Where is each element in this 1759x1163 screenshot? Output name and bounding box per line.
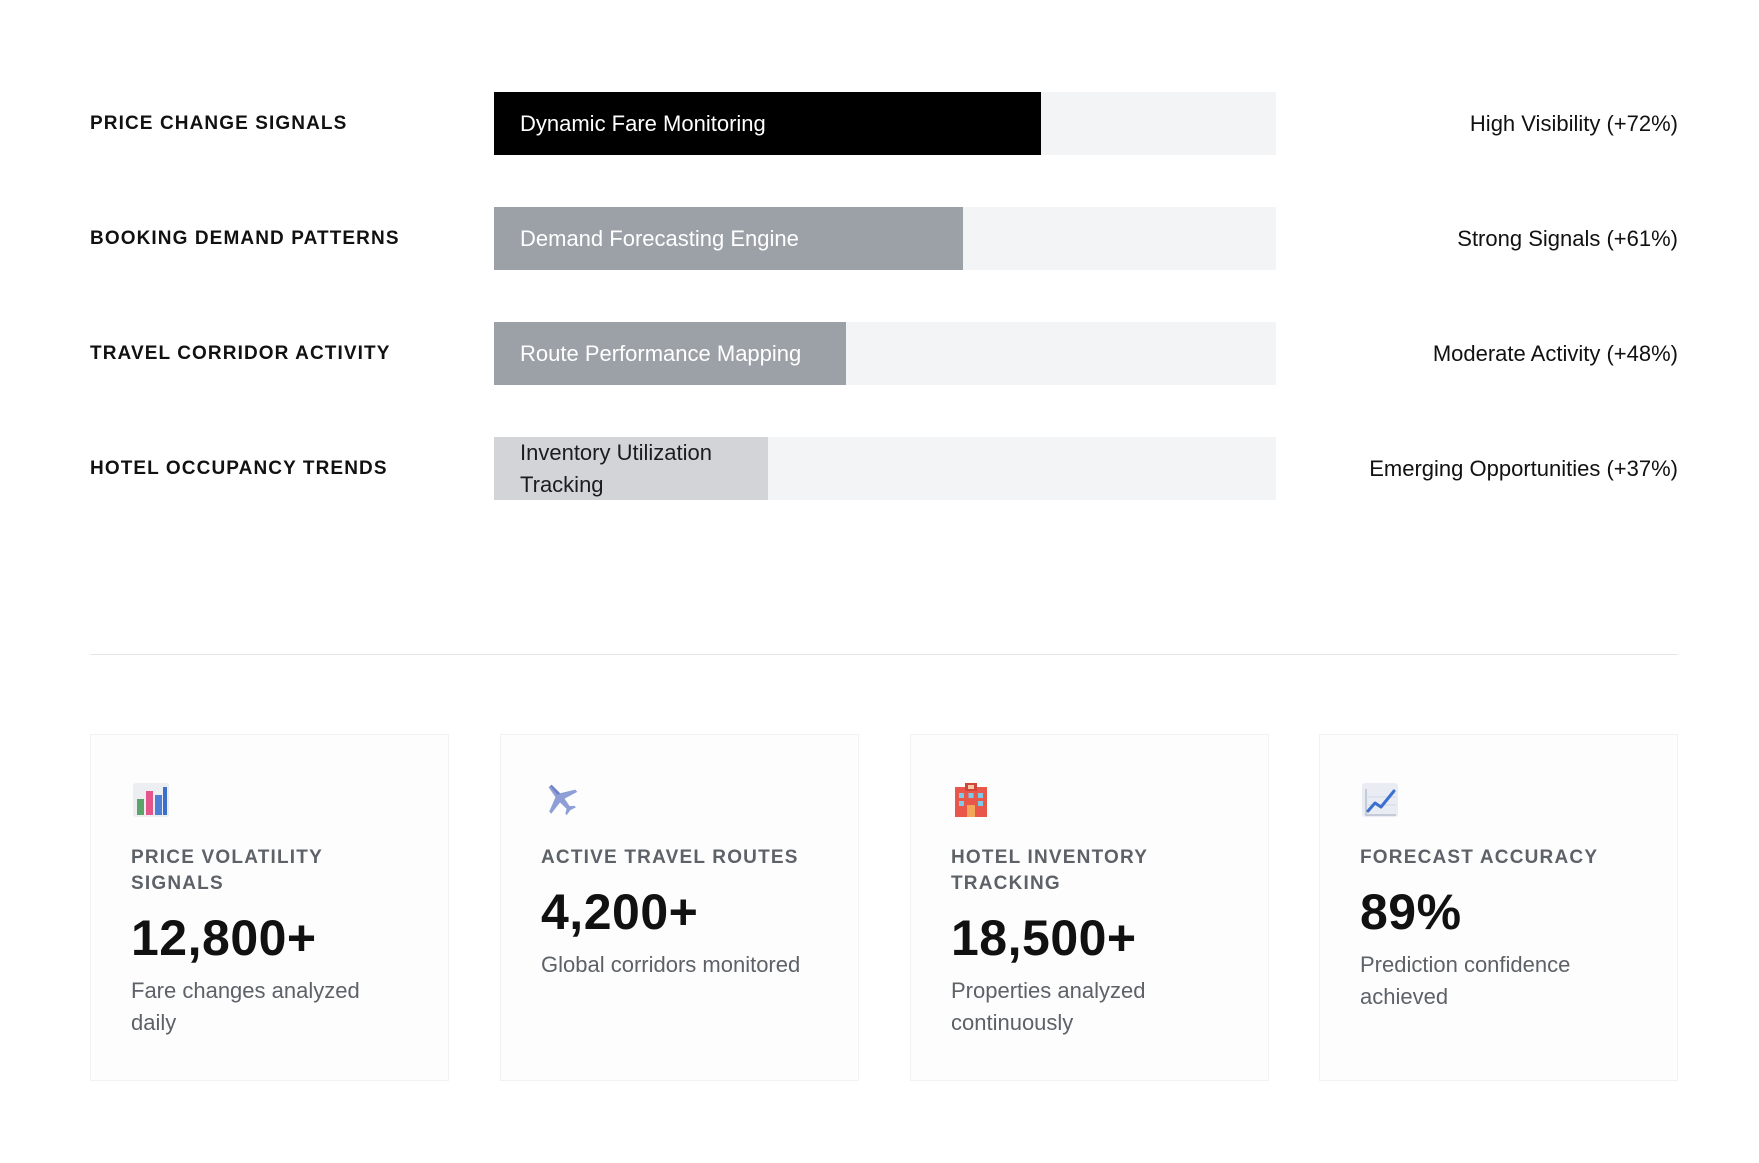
metric-description: Properties analyzed continuously bbox=[951, 978, 1146, 1035]
signal-row-booking-demand: BOOKING DEMAND PATTERNS Demand Forecasti… bbox=[90, 207, 1678, 270]
signal-label: TRAVEL CORRIDOR ACTIVITY bbox=[90, 343, 391, 364]
signal-status: Emerging Opportunities (+37%) bbox=[1369, 456, 1678, 481]
signal-row-travel-corridor: TRAVEL CORRIDOR ACTIVITY Route Performan… bbox=[90, 322, 1678, 385]
metric-label: FORECAST ACCURACY bbox=[1360, 847, 1599, 868]
metric-value: 89% bbox=[1360, 884, 1462, 940]
metric-description: Fare changes analyzed daily bbox=[131, 978, 360, 1035]
signal-status: Moderate Activity (+48%) bbox=[1432, 341, 1678, 366]
signal-bar-track: Demand Forecasting Engine bbox=[494, 207, 1276, 270]
metric-description: Global corridors monitored bbox=[541, 952, 801, 977]
signal-bar-text: Route Performance Mapping bbox=[520, 340, 802, 366]
metric-value: 18,500+ bbox=[951, 910, 1137, 966]
airplane-icon bbox=[548, 784, 578, 816]
metric-card-hotel-inventory: HOTEL INVENTORY TRACKING 18,500+ Propert… bbox=[910, 734, 1269, 1081]
signal-bar-track: Inventory Utilization Tracking bbox=[494, 437, 1276, 500]
signal-status: Strong Signals (+61%) bbox=[1457, 226, 1678, 251]
signal-bar-fill: Demand Forecasting Engine bbox=[494, 207, 964, 270]
signal-bar-track: Dynamic Fare Monitoring bbox=[494, 92, 1276, 155]
metric-card-forecast-accuracy: FORECAST ACCURACY 89% Prediction confide… bbox=[1319, 734, 1678, 1081]
metric-value: 4,200+ bbox=[541, 884, 699, 940]
signal-row-hotel-occupancy: HOTEL OCCUPANCY TRENDS Inventory Utiliza… bbox=[90, 437, 1678, 500]
hotel-icon bbox=[955, 783, 987, 817]
metric-card-price-volatility: PRICE VOLATILITY SIGNALS 12,800+ Fare ch… bbox=[90, 734, 449, 1081]
metric-card-travel-routes: ACTIVE TRAVEL ROUTES 4,200+ Global corri… bbox=[500, 734, 859, 1081]
signal-rows: PRICE CHANGE SIGNALS Dynamic Fare Monito… bbox=[90, 92, 1678, 552]
section-divider bbox=[90, 654, 1678, 655]
signal-label: BOOKING DEMAND PATTERNS bbox=[90, 228, 400, 249]
metric-label: ACTIVE TRAVEL ROUTES bbox=[541, 847, 799, 868]
signal-status: High Visibility (+72%) bbox=[1469, 111, 1678, 136]
metric-label: PRICE VOLATILITY SIGNALS bbox=[131, 847, 323, 894]
signal-bar-track: Route Performance Mapping bbox=[494, 322, 1276, 385]
metric-value: 12,800+ bbox=[131, 910, 317, 966]
bar-chart-icon bbox=[133, 783, 169, 817]
signal-row-price-change: PRICE CHANGE SIGNALS Dynamic Fare Monito… bbox=[90, 92, 1678, 155]
metric-description: Prediction confidence achieved bbox=[1360, 952, 1571, 1009]
metric-label: HOTEL INVENTORY TRACKING bbox=[951, 847, 1148, 894]
signal-bar-fill: Dynamic Fare Monitoring bbox=[494, 92, 1042, 155]
signal-bar-text: Inventory Utilization Tracking bbox=[520, 439, 712, 497]
travel-signals-page: PRICE CHANGE SIGNALS Dynamic Fare Monito… bbox=[90, 0, 1678, 1163]
trend-up-icon bbox=[1362, 783, 1398, 817]
signal-label: HOTEL OCCUPANCY TRENDS bbox=[90, 458, 388, 479]
metric-cards: PRICE VOLATILITY SIGNALS 12,800+ Fare ch… bbox=[90, 734, 1678, 1081]
signal-bar-text: Dynamic Fare Monitoring bbox=[520, 110, 766, 136]
signal-label: PRICE CHANGE SIGNALS bbox=[90, 113, 348, 134]
signal-bar-text: Demand Forecasting Engine bbox=[520, 225, 799, 251]
signal-bar-fill: Route Performance Mapping bbox=[494, 322, 846, 385]
signal-bar-fill: Inventory Utilization Tracking bbox=[494, 437, 768, 500]
